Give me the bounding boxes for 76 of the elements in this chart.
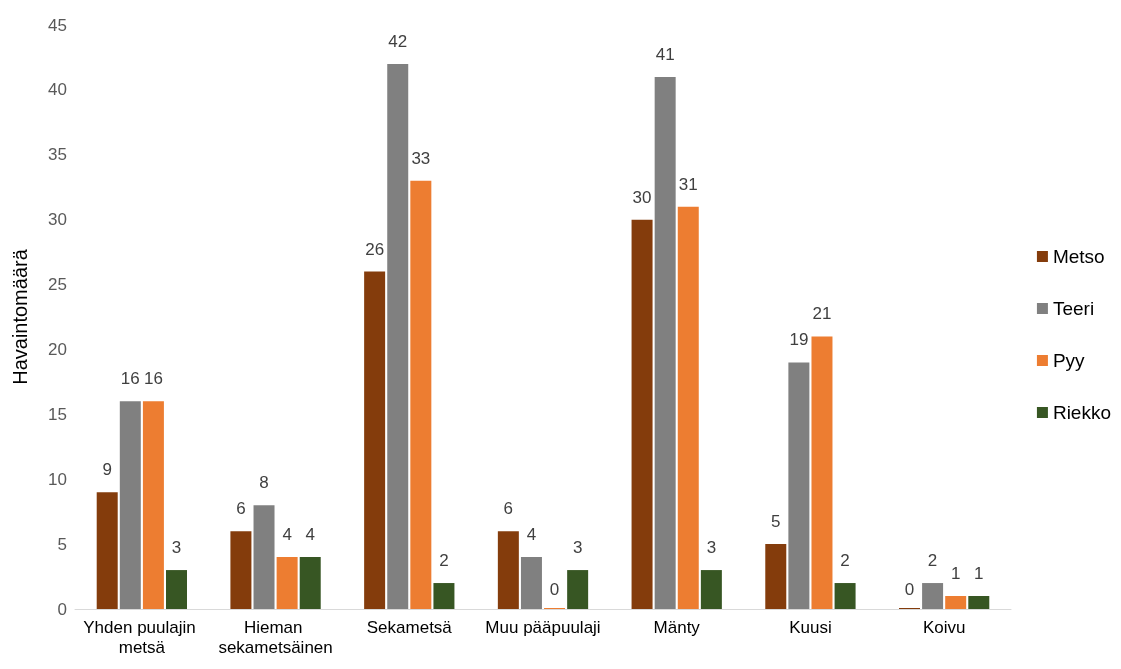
bar (410, 180, 432, 609)
bar (834, 583, 856, 609)
y-tick-label: 30 (48, 210, 67, 230)
data-label: 5 (771, 512, 781, 532)
bar (945, 596, 967, 609)
legend-label: Teeri (1052, 298, 1095, 319)
bar (433, 583, 455, 609)
bar (364, 271, 386, 609)
data-label: 33 (411, 148, 431, 168)
bar (497, 531, 519, 609)
data-label: 21 (812, 304, 832, 324)
legend-label: Metso (1052, 246, 1105, 267)
data-label: 4 (305, 525, 315, 545)
bar (765, 544, 787, 609)
data-label: 4 (526, 525, 537, 545)
bar (299, 557, 321, 609)
y-tick-label: 5 (57, 534, 67, 554)
data-label: 0 (904, 580, 915, 599)
bar (119, 401, 141, 609)
data-label: 31 (678, 174, 698, 194)
bar (230, 531, 252, 609)
x-tick-label: Yhden puulajin metsä (83, 617, 201, 657)
data-label: 6 (503, 499, 514, 519)
y-tick-label: 25 (48, 275, 67, 295)
data-label: 9 (102, 460, 112, 480)
legend-label: Pyy (1052, 350, 1086, 371)
x-tick-label: Mänty (653, 617, 701, 637)
data-label: 3 (706, 538, 717, 558)
data-label: 1 (974, 564, 984, 584)
y-tick-label: 45 (48, 15, 67, 35)
bar (253, 505, 275, 609)
bar (96, 492, 118, 609)
bar (788, 362, 810, 609)
bar (700, 570, 722, 609)
data-label: 8 (259, 473, 269, 493)
y-tick-label: 0 (57, 599, 67, 619)
data-label: 2 (840, 551, 850, 571)
data-label: 0 (549, 580, 560, 599)
data-label: 3 (171, 538, 182, 558)
bar (387, 63, 409, 609)
x-tick-label: Kuusi (789, 617, 832, 637)
bar (677, 206, 699, 609)
data-label: 26 (365, 239, 385, 259)
bar (654, 76, 676, 609)
bar (520, 557, 542, 609)
y-tick-label: 20 (48, 339, 67, 359)
data-label: 1 (950, 564, 961, 584)
data-label: 42 (388, 31, 408, 51)
bar (276, 557, 298, 609)
data-label: 2 (927, 551, 938, 571)
bar (631, 219, 653, 609)
y-tick-label: 10 (48, 469, 67, 489)
legend-label: Riekko (1052, 402, 1111, 423)
x-tick-label: Muu pääpuulaji (485, 617, 601, 637)
bar (811, 336, 833, 609)
y-tick-label: 35 (48, 145, 67, 165)
bar (968, 596, 990, 609)
data-label: 6 (236, 499, 246, 519)
data-label: 30 (632, 187, 652, 207)
x-tick-label: Sekametsä (366, 617, 453, 637)
data-label: 2 (439, 551, 449, 571)
bar (567, 570, 589, 609)
data-label: 16 (120, 369, 140, 389)
data-label: 16 (143, 369, 163, 389)
bar (922, 583, 944, 609)
y-axis-title: Havaintomäärä (9, 248, 31, 385)
y-tick-label: 15 (48, 404, 67, 424)
data-label: 19 (789, 330, 809, 350)
x-tick-label: Hieman sekametsäinen (218, 617, 333, 657)
y-tick-label: 40 (48, 80, 67, 100)
data-label: 41 (655, 44, 675, 64)
data-label: 3 (572, 538, 583, 558)
bar (142, 401, 164, 609)
x-tick-label: Koivu (922, 617, 966, 637)
data-label: 4 (282, 525, 292, 545)
bar (166, 570, 188, 609)
